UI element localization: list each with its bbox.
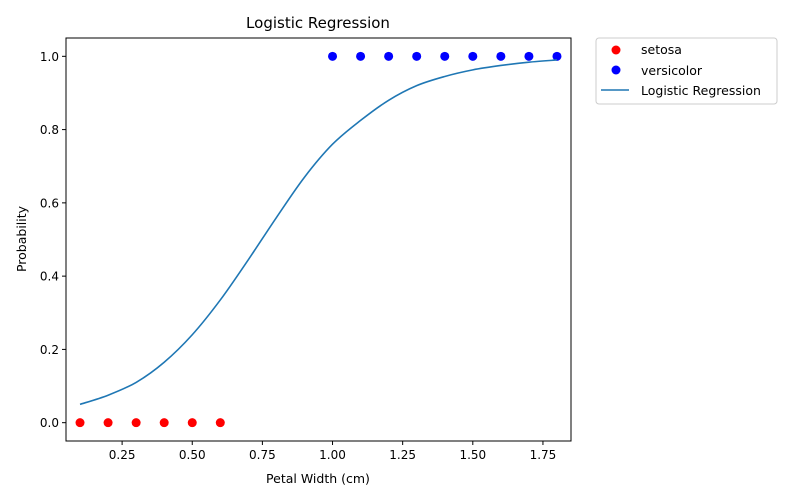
point-versicolor bbox=[468, 51, 478, 61]
x-tick-label: 1.50 bbox=[459, 448, 486, 462]
y-tick-label: 0.8 bbox=[40, 123, 59, 137]
y-tick-label: 0.6 bbox=[40, 196, 59, 210]
x-tick-label: 1.75 bbox=[530, 448, 557, 462]
y-tick-label: 0.2 bbox=[40, 343, 59, 357]
point-versicolor bbox=[384, 51, 394, 61]
point-versicolor bbox=[328, 51, 338, 61]
plot-frame bbox=[65, 37, 572, 442]
x-tick-label: 0.75 bbox=[249, 448, 276, 462]
legend: setosa versicolor Logistic Regression bbox=[595, 37, 778, 105]
point-setosa bbox=[159, 418, 169, 428]
point-versicolor bbox=[356, 51, 366, 61]
point-versicolor bbox=[524, 51, 534, 61]
point-setosa bbox=[75, 418, 85, 428]
y-tick-label: 0.0 bbox=[40, 416, 59, 430]
y-tick-label: 1.0 bbox=[40, 50, 59, 64]
y-axis-label: Probability bbox=[14, 205, 29, 272]
point-setosa bbox=[187, 418, 197, 428]
x-axis-label: Petal Width (cm) bbox=[266, 471, 370, 486]
legend-label-versicolor: versicolor bbox=[641, 63, 703, 78]
point-versicolor bbox=[552, 51, 562, 61]
point-setosa bbox=[131, 418, 141, 428]
x-tick-label: 0.25 bbox=[109, 448, 136, 462]
legend-marker-setosa bbox=[611, 45, 621, 55]
axis-ticks: 0.25 0.50 0.75 1.00 1.25 1.50 1.75 0.0 0.2 0.4 0.6… bbox=[40, 50, 556, 462]
point-setosa bbox=[103, 418, 113, 428]
x-tick-label: 1.00 bbox=[319, 448, 346, 462]
y-tick-label: 0.4 bbox=[40, 270, 59, 284]
legend-box bbox=[595, 37, 778, 105]
point-versicolor bbox=[496, 51, 506, 61]
point-versicolor bbox=[440, 51, 450, 61]
legend-marker-versicolor bbox=[611, 65, 621, 75]
legend-label-logistic-regression: Logistic Regression bbox=[641, 83, 761, 98]
x-tick-label: 1.25 bbox=[389, 448, 416, 462]
point-versicolor bbox=[412, 51, 422, 61]
x-tick-label: 0.50 bbox=[179, 448, 206, 462]
legend-label-setosa: setosa bbox=[641, 42, 682, 57]
chart-title: Logistic Regression bbox=[246, 14, 390, 32]
point-setosa bbox=[215, 418, 225, 428]
line-logistic-regression bbox=[79, 59, 558, 406]
plot-area bbox=[75, 51, 562, 428]
